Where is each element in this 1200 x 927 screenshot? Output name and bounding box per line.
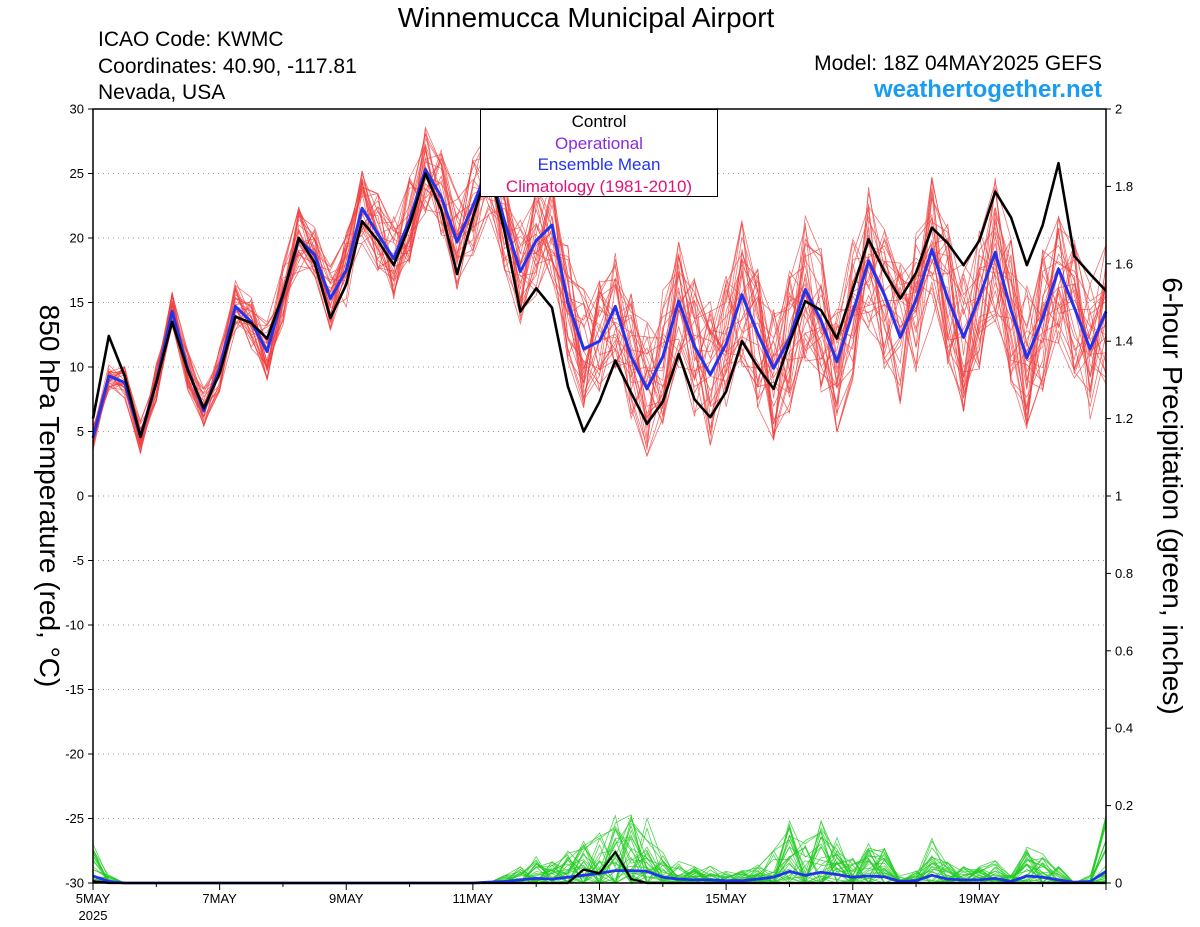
legend-climatology: Climatology (1981-2010) <box>505 176 693 196</box>
temp-member-line <box>92 145 1107 451</box>
temp-member-line <box>92 148 1107 446</box>
legend-ensemble-mean: Ensemble Mean <box>537 155 661 174</box>
plot-frame <box>92 108 1107 884</box>
y-tick-label: 10 <box>70 360 84 375</box>
y-tick-label: -10 <box>65 618 84 633</box>
y2-tick-label: 2 <box>1115 102 1122 117</box>
x-tick-label: 5MAY <box>76 891 111 906</box>
x-tick-label: 19MAY <box>959 891 1001 906</box>
y2-tick-label: 0 <box>1115 876 1122 891</box>
model-run: Model: 18Z 04MAY2025 GEFS <box>814 52 1102 75</box>
x-tick-label: 13MAY <box>579 891 621 906</box>
legend-operational: Operational <box>555 133 643 153</box>
y2-tick-label: 1.8 <box>1115 179 1133 194</box>
coordinates: Coordinates: 40.90, -117.81 <box>98 55 357 78</box>
y2-tick-label: 1.4 <box>1115 334 1133 349</box>
site-link[interactable]: weathertogether.net <box>873 76 1102 103</box>
ensemble-member-lines <box>92 117 1107 885</box>
temp-member-line <box>92 151 1107 448</box>
x-tick-label: 15MAY <box>705 891 747 906</box>
page-title: Winnemucca Municipal Airport <box>397 2 775 33</box>
y2-tick-label: 1.6 <box>1115 256 1133 271</box>
y2-tick-label: 0.2 <box>1115 798 1133 813</box>
y-tick-label: 30 <box>70 102 84 117</box>
y-tick-label: 5 <box>77 424 84 439</box>
x-tick-label: 7MAY <box>202 891 237 906</box>
y-tick-label: -15 <box>65 682 84 697</box>
y-tick-label: -25 <box>65 811 84 826</box>
y-tick-label: -5 <box>72 553 84 568</box>
legend-control: Control <box>571 112 627 131</box>
y-tick-label: -30 <box>65 876 84 891</box>
temp-member-line <box>92 133 1107 442</box>
y2-tick-label: 0.4 <box>1115 721 1133 736</box>
x-tick-label: 11MAY <box>453 891 494 906</box>
x-tick-label: 9MAY <box>329 891 364 906</box>
y2-tick-label: 0.8 <box>1115 566 1133 581</box>
y2-axis-label: 6-hour Precipitation (green, inches) <box>1157 277 1188 714</box>
icao-code: ICAO Code: KWMC <box>98 28 284 51</box>
y2-tick-label: 0.6 <box>1115 643 1133 658</box>
y-tick-label: 15 <box>70 295 84 310</box>
region: Nevada, USA <box>98 81 226 104</box>
temp-member-line <box>92 152 1107 440</box>
x-tick-label: 17MAY <box>832 891 874 906</box>
y-tick-label: -20 <box>65 747 84 762</box>
axis-ticks: 302520151050-5-10-15-20-25-3021.81.61.41… <box>65 102 1133 924</box>
temp-ensemble-mean-line <box>91 165 1108 439</box>
temp-control-line <box>91 161 1107 439</box>
temp-member-line <box>92 149 1107 458</box>
y2-tick-label: 1 <box>1115 489 1122 504</box>
y-axis-label: 850 hPa Temperature (red, °C) <box>34 305 65 688</box>
y-tick-label: 25 <box>70 166 84 181</box>
y2-tick-label: 1.2 <box>1115 411 1133 426</box>
legend: Control Operational Ensemble Mean Climat… <box>480 109 718 197</box>
x-tick-sublabel: 2025 <box>79 908 108 923</box>
temp-member-line <box>92 159 1107 453</box>
y-tick-label: 0 <box>77 489 84 504</box>
y-tick-label: 20 <box>70 231 84 246</box>
